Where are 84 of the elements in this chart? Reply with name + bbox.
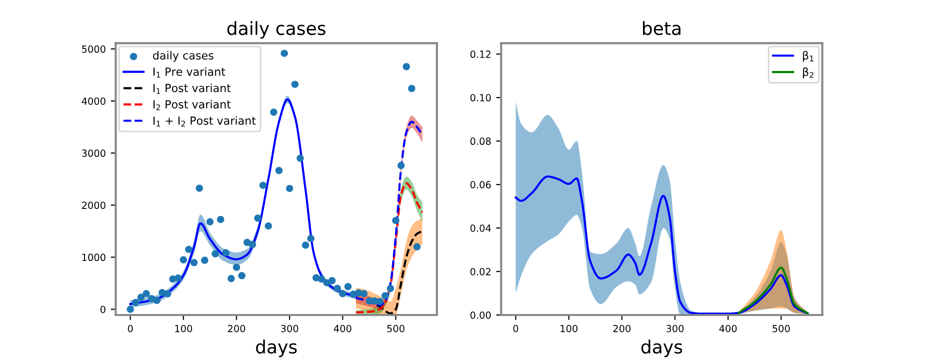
y-tick-label: 0.08: [470, 138, 491, 145]
chart-title: daily cases: [227, 21, 326, 39]
point: [196, 184, 203, 192]
point: [307, 234, 314, 242]
x-tick-label: 400: [719, 324, 737, 332]
point: [180, 256, 188, 264]
point: [238, 272, 246, 280]
x-tick-label: 0: [513, 324, 518, 332]
legend-label: β$_{1}$: [802, 50, 814, 62]
point: [376, 298, 384, 306]
point: [248, 240, 256, 248]
x-tick-label: 500: [772, 324, 790, 332]
x-tick-label: 500: [387, 324, 404, 332]
x-tick-label: 400: [334, 324, 352, 332]
legend-label: I$_{1}$ + I$_{2}$ Post variant: [154, 116, 256, 126]
y-tick-label: 5000: [82, 45, 106, 53]
point: [323, 279, 330, 286]
point: [402, 62, 410, 70]
legend-label: I$_{2}$ Post variant: [154, 100, 231, 110]
legend-label: daily cases: [153, 50, 214, 62]
point: [153, 296, 161, 304]
legend-label: β$_{2}$: [802, 67, 814, 78]
point: [291, 80, 299, 88]
point: [397, 162, 405, 170]
legend-label: I$_{1}$ Post variant: [154, 84, 231, 94]
point: [382, 292, 389, 300]
y-tick-label: 0.00: [470, 311, 491, 319]
x-tick-label: 200: [613, 324, 631, 332]
point: [264, 222, 272, 230]
legend-label: I$_{1}$ Pre variant: [154, 67, 226, 78]
point: [270, 108, 278, 116]
y-tick-label: 0.06: [470, 181, 491, 188]
y-tick-label: 1000: [82, 254, 106, 262]
point: [286, 184, 294, 192]
point: [228, 274, 235, 282]
y-tick-label: 2000: [82, 202, 106, 209]
chart-title: beta: [642, 21, 680, 36]
point: [408, 84, 416, 92]
point: [164, 290, 172, 298]
y-tick-label: 0.04: [470, 224, 491, 232]
point: [275, 166, 283, 174]
point: [216, 216, 224, 224]
point: [190, 259, 198, 266]
point: [392, 216, 400, 224]
y-tick-label: 0.10: [470, 94, 491, 102]
x-tick-label: 200: [228, 324, 246, 332]
x-tick-label: 100: [560, 324, 578, 332]
point: [148, 294, 156, 302]
point: [280, 50, 288, 57]
y-tick-label: 4000: [82, 97, 106, 105]
point: [296, 154, 304, 162]
point: [243, 238, 251, 246]
point: [185, 246, 192, 254]
point: [206, 218, 214, 226]
point: [259, 182, 267, 189]
point: [222, 249, 230, 256]
point: [212, 250, 219, 258]
point: [132, 298, 140, 306]
point: [413, 243, 421, 250]
x-tick-label: 300: [666, 324, 684, 332]
point: [232, 264, 240, 271]
point: [201, 256, 208, 264]
point: [339, 290, 346, 298]
point: [328, 276, 336, 284]
point: [360, 290, 368, 298]
point: [126, 306, 134, 313]
point: [386, 284, 394, 292]
y-tick-label: 0: [100, 306, 106, 314]
x-axis-title: days: [641, 340, 682, 358]
x-tick-label: 100: [175, 324, 192, 332]
y-tick-label: 3000: [82, 150, 106, 157]
point: [302, 242, 310, 249]
y-tick-label: 0.12: [470, 50, 490, 58]
point: [137, 294, 145, 301]
x-axis-title: days: [256, 340, 297, 358]
x-tick-label: 300: [281, 324, 298, 332]
point: [254, 214, 262, 222]
point: [334, 284, 342, 292]
x-tick-label: 0: [128, 324, 133, 332]
y-tick-label: 0.02: [470, 268, 490, 276]
point: [318, 275, 326, 283]
point: [174, 274, 182, 282]
point: [142, 290, 150, 298]
point: [344, 282, 352, 290]
